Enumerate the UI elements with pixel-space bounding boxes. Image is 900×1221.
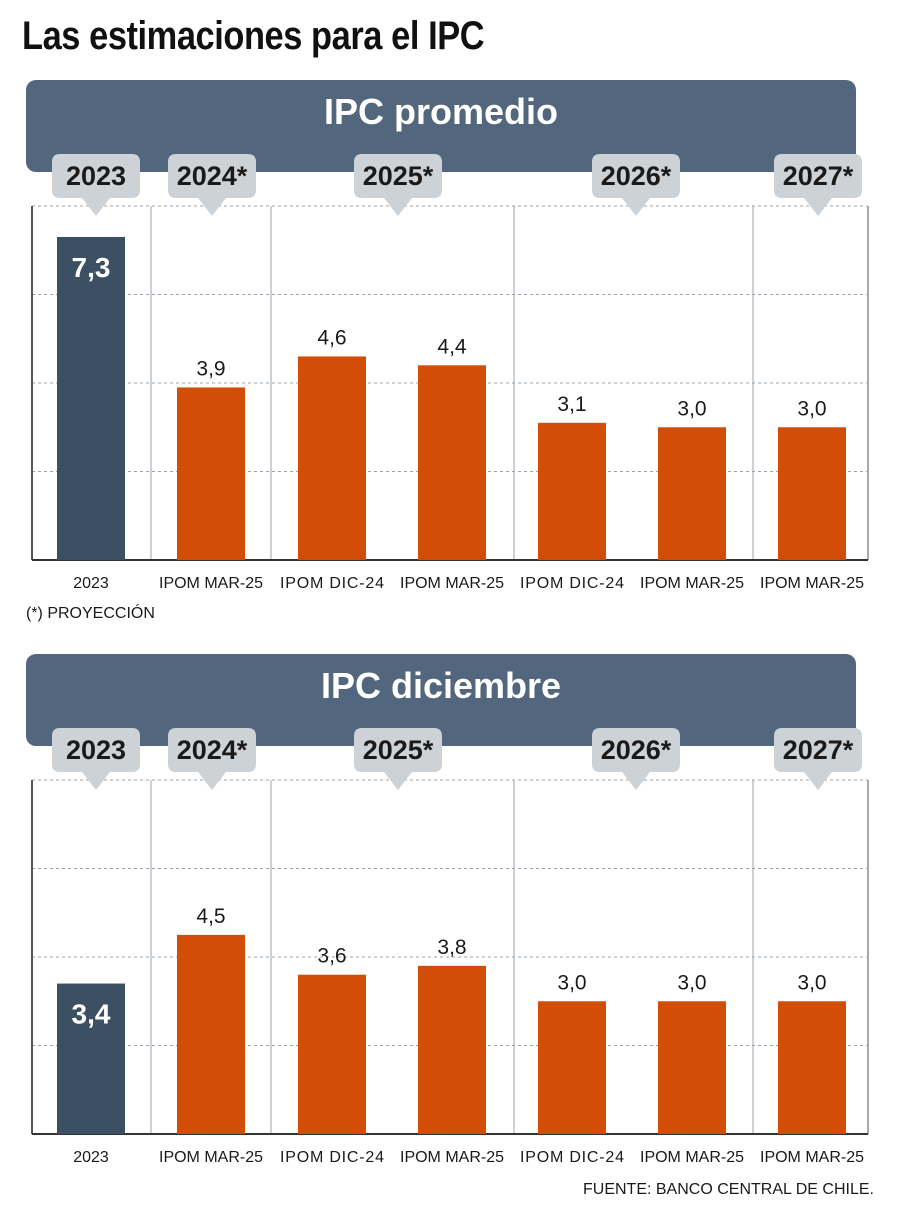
- bar-forecast: [418, 965, 486, 1134]
- chart-title: IPC promedio: [324, 91, 558, 132]
- bar-value-label: 4,4: [437, 335, 467, 358]
- bar-forecast: [177, 934, 245, 1134]
- ipc-diciembre-svg: IPC diciembre 3,4 2023 4,5 IPOM MAR-25 3,6 IPO…: [26, 654, 869, 1166]
- category-label: IPOM DIC-24: [280, 575, 384, 592]
- category-label: IPOM DIC-24: [520, 575, 624, 592]
- chart-header: [26, 654, 856, 746]
- bar-value-label: 3,4: [72, 999, 111, 1030]
- footnote: (*) PROYECCIÓN: [26, 605, 155, 622]
- bar-forecast: [298, 356, 366, 560]
- bar-value-label: 3,9: [196, 357, 225, 380]
- category-label: IPOM MAR-25: [760, 575, 864, 592]
- category-label: IPOM MAR-25: [400, 575, 504, 592]
- bar-actual: [57, 983, 125, 1134]
- year-badge-label: 2023: [66, 735, 126, 765]
- year-badge-label: 2026*: [601, 735, 672, 765]
- year-badge: [354, 154, 442, 216]
- bar-value-label: 4,6: [317, 326, 346, 349]
- category-label: IPOM MAR-25: [760, 1149, 864, 1166]
- year-badge: [592, 154, 680, 216]
- year-badge: [592, 728, 680, 790]
- chart-header: [26, 80, 856, 172]
- year-badge: [354, 728, 442, 790]
- category-label: IPOM MAR-25: [640, 1149, 744, 1166]
- bar-value-label: 3,0: [797, 971, 826, 994]
- category-label: IPOM DIC-24: [520, 1149, 624, 1166]
- year-badge-label: 2024*: [177, 735, 248, 765]
- year-badge: [52, 154, 140, 216]
- bar-forecast: [177, 387, 245, 560]
- category-label: 2023: [73, 1149, 109, 1166]
- year-badge: [774, 728, 862, 790]
- bar-value-label: 7,3: [72, 252, 111, 283]
- year-badge: [168, 154, 256, 216]
- bar-forecast: [658, 427, 726, 560]
- year-badge: [168, 728, 256, 790]
- year-badge-label: 2023: [66, 161, 126, 191]
- bar-value-label: 3,0: [557, 971, 586, 994]
- bar-forecast: [418, 365, 486, 560]
- bar-value-label: 3,1: [557, 393, 586, 416]
- category-label: 2023: [73, 575, 109, 592]
- bar-forecast: [658, 1001, 726, 1134]
- bar-forecast: [298, 974, 366, 1134]
- category-label: IPOM MAR-25: [640, 575, 744, 592]
- chart-title: IPC diciembre: [321, 665, 561, 706]
- year-badge: [52, 728, 140, 790]
- category-label: IPOM DIC-24: [280, 1149, 384, 1166]
- category-label: IPOM MAR-25: [400, 1149, 504, 1166]
- category-label: IPOM MAR-25: [159, 575, 263, 592]
- bar-value-label: 3,0: [677, 971, 706, 994]
- year-badge: [774, 154, 862, 216]
- bar-forecast: [778, 1001, 846, 1134]
- bar-value-label: 3,6: [317, 945, 346, 968]
- bar-value-label: 3,8: [437, 936, 466, 959]
- source-note: FUENTE: BANCO CENTRAL DE CHILE.: [582, 1181, 874, 1198]
- bar-forecast: [538, 422, 606, 560]
- year-badge-label: 2024*: [177, 161, 248, 191]
- ipc-promedio-svg: IPC promedio 7,3 2023 3,9 IPOM MAR-25 4,6 IPOM…: [26, 80, 869, 592]
- year-badge-label: 2025*: [363, 161, 434, 191]
- ipc-promedio-chart: IPC promedio 7,3 2023 3,9 IPOM MAR-25 4,6 IPOM…: [0, 78, 900, 608]
- year-badge-label: 2025*: [363, 735, 434, 765]
- bar-forecast: [538, 1001, 606, 1134]
- bar-actual: [57, 236, 125, 560]
- bar-forecast: [778, 427, 846, 560]
- main-title: Las estimaciones para el IPC: [22, 14, 485, 58]
- bar-value-label: 3,0: [797, 397, 826, 420]
- year-badge-label: 2026*: [601, 161, 672, 191]
- year-badge-label: 2027*: [783, 735, 854, 765]
- year-badge-label: 2027*: [783, 161, 854, 191]
- category-label: IPOM MAR-25: [159, 1149, 263, 1166]
- bar-value-label: 3,0: [677, 397, 706, 420]
- bar-value-label: 4,5: [196, 905, 225, 928]
- ipc-diciembre-chart: IPC diciembre 3,4 2023 4,5 IPOM MAR-25 3,6 IPO…: [0, 652, 900, 1182]
